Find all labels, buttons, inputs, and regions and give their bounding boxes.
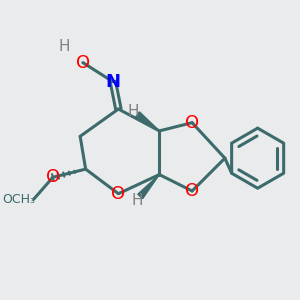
Text: O: O <box>185 114 199 132</box>
Text: O: O <box>111 185 125 203</box>
Polygon shape <box>136 112 159 131</box>
Text: H: H <box>132 193 143 208</box>
Polygon shape <box>138 175 159 199</box>
Text: O: O <box>76 54 90 72</box>
Text: N: N <box>105 73 120 91</box>
Text: H: H <box>58 39 70 54</box>
Text: H: H <box>128 104 139 119</box>
Text: O: O <box>185 182 199 200</box>
Text: OCH₃: OCH₃ <box>2 193 35 206</box>
Text: O: O <box>46 168 60 186</box>
